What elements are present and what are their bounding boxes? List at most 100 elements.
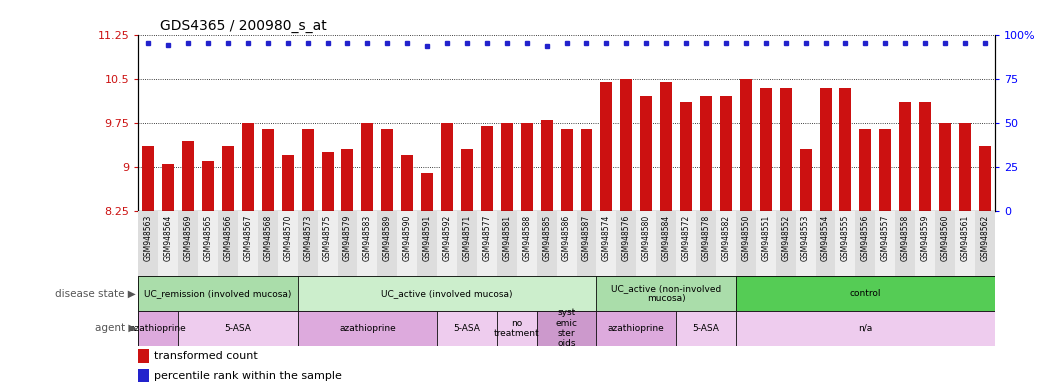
Bar	[959, 123, 971, 211]
Bar	[278, 211, 298, 276]
Bar	[143, 146, 154, 211]
Bar	[437, 211, 458, 276]
Bar	[620, 79, 632, 211]
Text: GSM948560: GSM948560	[941, 214, 949, 261]
Bar	[257, 35, 278, 211]
Bar	[397, 35, 417, 211]
Bar	[262, 129, 273, 211]
Text: GSM948578: GSM948578	[701, 214, 711, 261]
Bar	[696, 211, 716, 276]
Bar	[138, 211, 159, 276]
Bar	[975, 35, 995, 211]
Bar	[835, 35, 855, 211]
Bar	[636, 35, 656, 211]
Bar	[321, 152, 333, 211]
Bar	[855, 35, 876, 211]
Text: GSM948588: GSM948588	[522, 214, 531, 261]
Text: GSM948558: GSM948558	[901, 214, 910, 261]
Text: GSM948557: GSM948557	[881, 214, 890, 261]
Text: GSM948568: GSM948568	[263, 214, 272, 261]
Bar	[342, 149, 353, 211]
Text: GSM948582: GSM948582	[721, 214, 730, 261]
Bar	[317, 35, 337, 211]
Bar	[556, 211, 577, 276]
Bar	[736, 35, 755, 211]
Bar	[397, 211, 417, 276]
Text: GSM948555: GSM948555	[841, 214, 850, 261]
Bar	[776, 35, 796, 211]
Text: UC_remission (involved mucosa): UC_remission (involved mucosa)	[145, 289, 292, 298]
Bar	[358, 35, 378, 211]
Text: GSM948563: GSM948563	[144, 214, 153, 261]
Bar	[541, 120, 552, 211]
Text: GSM948573: GSM948573	[303, 214, 312, 261]
Bar	[178, 211, 198, 276]
Text: GSM948576: GSM948576	[621, 214, 631, 261]
Bar	[979, 146, 991, 211]
Text: control: control	[850, 289, 881, 298]
Bar	[302, 129, 314, 211]
Bar	[298, 311, 437, 346]
Bar	[138, 349, 149, 363]
Bar	[656, 211, 676, 276]
Text: GSM948584: GSM948584	[662, 214, 670, 261]
Text: GSM948553: GSM948553	[801, 214, 810, 261]
Text: GSM948551: GSM948551	[761, 214, 770, 261]
Bar	[520, 123, 533, 211]
Text: GSM948585: GSM948585	[543, 214, 551, 261]
Bar	[616, 211, 636, 276]
Text: GSM948586: GSM948586	[562, 214, 571, 261]
Bar	[955, 35, 975, 211]
Text: GSM948564: GSM948564	[164, 214, 172, 261]
Text: GDS4365 / 200980_s_at: GDS4365 / 200980_s_at	[160, 19, 327, 33]
Bar	[720, 96, 732, 211]
Text: GSM948559: GSM948559	[920, 214, 930, 261]
Bar	[138, 276, 298, 311]
Bar	[739, 79, 752, 211]
Text: GSM948575: GSM948575	[323, 214, 332, 261]
Bar	[716, 211, 736, 276]
Bar	[458, 35, 477, 211]
Bar	[600, 82, 613, 211]
Bar	[222, 146, 234, 211]
Bar	[417, 211, 437, 276]
Bar	[676, 311, 736, 346]
Bar	[676, 35, 696, 211]
Bar	[955, 211, 975, 276]
Text: azathioprine: azathioprine	[339, 324, 396, 333]
Text: transformed count: transformed count	[153, 351, 257, 361]
Bar	[581, 129, 593, 211]
Bar	[816, 35, 835, 211]
Text: 5-ASA: 5-ASA	[453, 324, 481, 333]
Text: GSM948589: GSM948589	[383, 214, 392, 261]
Text: GSM948581: GSM948581	[502, 214, 512, 261]
Bar	[577, 211, 597, 276]
Bar	[597, 311, 676, 346]
Text: GSM948570: GSM948570	[283, 214, 293, 261]
Bar	[138, 35, 159, 211]
Bar	[919, 102, 931, 211]
Text: GSM948577: GSM948577	[482, 214, 492, 261]
Text: percentile rank within the sample: percentile rank within the sample	[153, 371, 342, 381]
Bar	[676, 211, 696, 276]
Text: azathioprine: azathioprine	[608, 324, 665, 333]
Text: GSM948572: GSM948572	[682, 214, 691, 261]
Text: GSM948591: GSM948591	[422, 214, 432, 261]
Text: GSM948552: GSM948552	[781, 214, 791, 261]
Bar	[437, 311, 497, 346]
Bar	[458, 211, 477, 276]
Bar	[860, 129, 871, 211]
Bar	[915, 35, 935, 211]
Bar	[182, 141, 194, 211]
Bar	[442, 123, 453, 211]
Text: GSM948587: GSM948587	[582, 214, 591, 261]
Bar	[317, 211, 337, 276]
Text: GSM948562: GSM948562	[980, 214, 990, 261]
Text: GSM948569: GSM948569	[184, 214, 193, 261]
Bar	[337, 35, 358, 211]
Bar	[238, 211, 257, 276]
Bar	[378, 211, 397, 276]
Bar	[696, 35, 716, 211]
Text: GSM948556: GSM948556	[861, 214, 870, 261]
Bar	[556, 35, 577, 211]
